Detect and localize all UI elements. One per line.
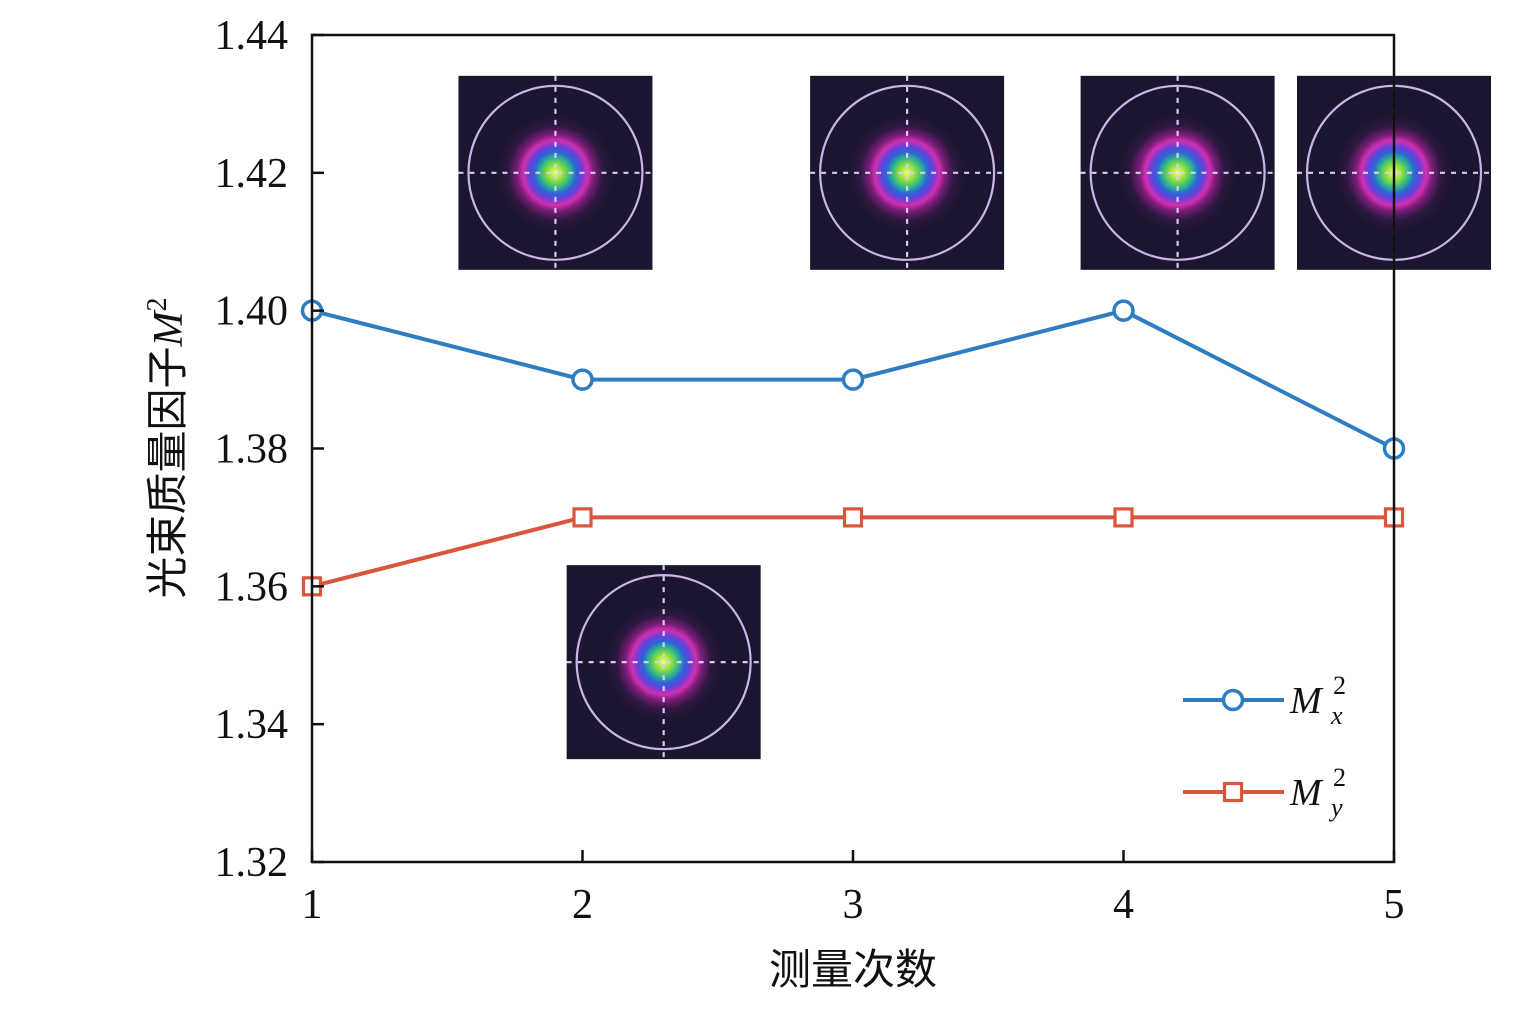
x-tick-label: 5	[1384, 882, 1405, 928]
data-point-circle	[1112, 299, 1135, 322]
x-tick-label: 4	[1113, 882, 1134, 928]
y-tick-label: 1.40	[215, 289, 289, 335]
beam-spot	[849, 114, 966, 231]
legend-marker-circle	[1221, 688, 1245, 712]
aperture-circle	[1089, 84, 1266, 261]
beam-profile-insets	[458, 75, 1491, 760]
y-axis-label: 光束质量因子M2	[142, 297, 192, 598]
legend-label-subscript: x	[1330, 701, 1343, 730]
data-point-square	[842, 507, 864, 528]
beam-spot	[1119, 114, 1236, 231]
x-tick-label: 1	[302, 882, 323, 928]
series-2	[301, 507, 1405, 597]
legend-label-base: M	[1289, 772, 1324, 814]
legend-marker-square	[1222, 781, 1244, 803]
aperture-circle	[467, 84, 644, 261]
y-tick-label: 1.32	[215, 840, 289, 886]
beam-profile-1	[458, 75, 653, 270]
aperture-circle	[818, 84, 996, 261]
legend-label-superscript: 2	[1333, 671, 1346, 700]
axes: 1.32 1.34 1.36 1.38 1.40 1.42 1.44 1 2 3 4 5 测量次数 光束质…	[142, 13, 1405, 994]
legend-label-subscript: y	[1328, 793, 1343, 822]
y-tick-label: 1.38	[215, 427, 289, 473]
series-line	[311, 515, 1394, 589]
y-axis-label-text: 光束质量因子	[146, 346, 192, 598]
y-tick-label: 1.44	[215, 13, 289, 59]
legend-label-superscript: 2	[1333, 763, 1346, 792]
legend: M 2xM 2y	[1183, 671, 1346, 822]
beam-spot	[497, 114, 614, 231]
x-tick-label: 3	[843, 882, 864, 928]
legend-item-2: M 2y	[1183, 763, 1346, 822]
data-series	[300, 299, 1406, 597]
aperture-circle	[575, 574, 752, 751]
beam-profile-5	[566, 565, 761, 760]
y-tick-label: 1.36	[215, 564, 289, 610]
beam-profile-3	[1080, 75, 1275, 270]
y-axis-label-superscript: 2	[142, 297, 173, 311]
beam-spot	[605, 604, 722, 721]
y-tick-label: 1.34	[215, 702, 289, 748]
data-point-circle	[571, 368, 594, 391]
y-axis-label-symbol: M	[146, 309, 192, 347]
legend-label-base: M	[1289, 680, 1324, 722]
x-axis-label: 测量次数	[769, 948, 937, 994]
x-tick-label: 2	[572, 882, 593, 928]
data-point-circle	[841, 368, 865, 391]
data-point-square	[572, 507, 593, 528]
beam-profile-2	[810, 75, 1005, 270]
series-1	[300, 299, 1406, 460]
y-tick-label: 1.42	[215, 151, 289, 197]
legend-item-1: M 2x	[1183, 671, 1346, 730]
data-point-square	[1113, 507, 1134, 528]
